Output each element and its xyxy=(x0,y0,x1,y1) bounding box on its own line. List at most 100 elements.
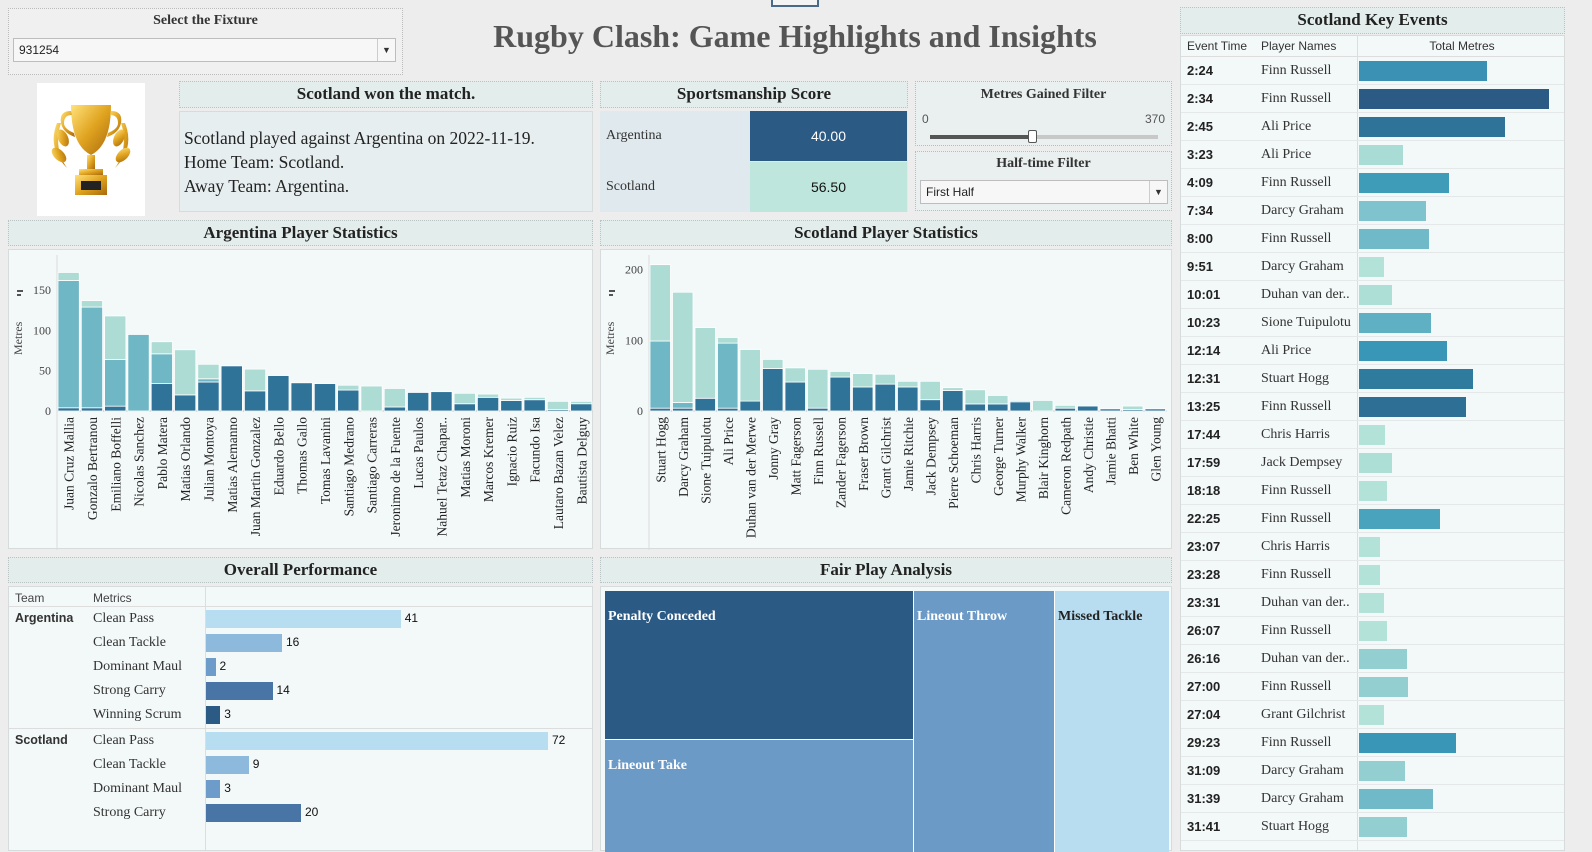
chart-bar-segment[interactable] xyxy=(1054,407,1076,412)
chart-bar-segment[interactable] xyxy=(523,396,546,401)
chart-bar-segment[interactable] xyxy=(243,368,267,392)
event-row[interactable]: 31:09 Darcy Graham xyxy=(1181,757,1564,785)
chart-bar-segment[interactable] xyxy=(313,383,336,412)
chart-bar-segment[interactable] xyxy=(672,402,694,409)
event-metres-bar[interactable] xyxy=(1359,453,1393,473)
chart-bar-segment[interactable] xyxy=(150,353,173,385)
event-metres-bar[interactable] xyxy=(1359,565,1381,585)
overall-bar[interactable] xyxy=(206,804,301,822)
chart-bar-segment[interactable] xyxy=(80,306,104,409)
chart-bar-segment[interactable] xyxy=(570,400,593,405)
chart-bar-segment[interactable] xyxy=(570,403,593,412)
chart-bar-segment[interactable] xyxy=(784,381,806,412)
chart-bar-segment[interactable] xyxy=(964,389,986,405)
event-metres-bar[interactable] xyxy=(1359,509,1440,529)
chart-bar-segment[interactable] xyxy=(829,371,851,378)
chart-bar-segment[interactable] xyxy=(964,403,986,412)
chart-bar-segment[interactable] xyxy=(337,384,360,391)
chart-bar-segment[interactable] xyxy=(104,405,127,412)
chart-bar-segment[interactable] xyxy=(383,406,406,412)
chart-bar-segment[interactable] xyxy=(57,280,80,409)
event-metres-bar[interactable] xyxy=(1359,593,1384,613)
chevron-down-icon[interactable]: ▼ xyxy=(1149,181,1167,203)
chart-bar-segment[interactable] xyxy=(104,315,127,360)
event-row[interactable]: 22:25 Finn Russell xyxy=(1181,505,1564,533)
chart-bar-segment[interactable] xyxy=(1032,399,1054,412)
chart-bar-segment[interactable] xyxy=(919,380,941,401)
event-metres-bar[interactable] xyxy=(1359,649,1407,669)
chart-bar-segment[interactable] xyxy=(57,272,80,281)
event-row[interactable]: 12:31 Stuart Hogg xyxy=(1181,365,1564,393)
event-row[interactable]: 31:41 Stuart Hogg xyxy=(1181,813,1564,841)
chart-bar-segment[interactable] xyxy=(197,381,220,412)
event-metres-bar[interactable] xyxy=(1359,397,1467,417)
chart-bar-segment[interactable] xyxy=(290,382,313,412)
event-row[interactable]: 17:44 Chris Harris xyxy=(1181,421,1564,449)
event-row[interactable]: 2:34 Finn Russell xyxy=(1181,85,1564,113)
event-metres-bar[interactable] xyxy=(1359,89,1549,109)
chart-bar-segment[interactable] xyxy=(500,397,523,401)
event-row[interactable]: 13:25 Finn Russell xyxy=(1181,393,1564,421)
chart-bar-segment[interactable] xyxy=(807,407,829,412)
chart-bar-segment[interactable] xyxy=(1009,399,1031,403)
chart-bar-segment[interactable] xyxy=(807,368,829,409)
chart-bar-segment[interactable] xyxy=(174,349,197,396)
chart-bar-segment[interactable] xyxy=(649,407,671,412)
fixture-dropdown[interactable]: 931254 ▼ xyxy=(13,38,396,62)
event-metres-bar[interactable] xyxy=(1359,789,1433,809)
chart-bar-segment[interactable] xyxy=(546,400,569,410)
chart-bar-segment[interactable] xyxy=(762,358,784,369)
event-row[interactable]: 12:14 Ali Price xyxy=(1181,337,1564,365)
treemap-penalty-conceded[interactable]: Penalty Conceded xyxy=(605,591,914,740)
chart-bar-segment[interactable] xyxy=(80,407,104,412)
chart-bar-segment[interactable] xyxy=(942,387,964,391)
chart-bar-segment[interactable] xyxy=(897,380,919,388)
chart-bar-segment[interactable] xyxy=(987,395,1009,405)
event-metres-bar[interactable] xyxy=(1359,537,1381,557)
event-metres-bar[interactable] xyxy=(1359,341,1447,361)
event-row[interactable]: 3:23 Ali Price xyxy=(1181,141,1564,169)
event-row[interactable]: 18:18 Finn Russell xyxy=(1181,477,1564,505)
event-row[interactable]: 10:01 Duhan van der.. xyxy=(1181,281,1564,309)
event-metres-bar[interactable] xyxy=(1359,621,1388,641)
metres-slider-handle[interactable] xyxy=(1028,130,1037,143)
chart-bar-segment[interactable] xyxy=(852,373,874,388)
chart-bar-segment[interactable] xyxy=(852,386,874,412)
chart-bar-segment[interactable] xyxy=(874,373,896,385)
chart-bar-segment[interactable] xyxy=(987,403,1009,412)
event-row[interactable]: 4:09 Finn Russell xyxy=(1181,169,1564,197)
chart-bar-segment[interactable] xyxy=(500,400,523,412)
chart-bar-segment[interactable] xyxy=(267,375,290,412)
chart-bar-segment[interactable] xyxy=(829,376,851,412)
event-metres-bar[interactable] xyxy=(1359,705,1384,725)
metres-slider-track[interactable] xyxy=(930,135,1158,139)
chart-bar-segment[interactable] xyxy=(762,368,784,412)
event-metres-bar[interactable] xyxy=(1359,229,1430,249)
chevron-down-icon[interactable]: ▼ xyxy=(377,39,395,61)
chart-bar-segment[interactable] xyxy=(174,394,197,412)
chart-bar-segment[interactable] xyxy=(717,342,739,409)
event-row[interactable]: 7:34 Darcy Graham xyxy=(1181,197,1564,225)
chart-bar-segment[interactable] xyxy=(672,407,694,412)
event-metres-bar[interactable] xyxy=(1359,173,1449,193)
chart-bar-segment[interactable] xyxy=(197,378,220,383)
chart-bar-segment[interactable] xyxy=(104,359,127,407)
chart-bar-segment[interactable] xyxy=(476,393,500,398)
event-metres-bar[interactable] xyxy=(1359,677,1409,697)
event-row[interactable]: 2:24 Finn Russell xyxy=(1181,57,1564,85)
chart-bar-segment[interactable] xyxy=(80,300,104,308)
chart-bar-segment[interactable] xyxy=(874,383,896,412)
chart-bar-segment[interactable] xyxy=(430,391,453,412)
chart-bar-segment[interactable] xyxy=(1009,401,1031,412)
event-metres-bar[interactable] xyxy=(1359,369,1474,389)
chart-bar-segment[interactable] xyxy=(127,334,150,412)
chart-bar-segment[interactable] xyxy=(1099,408,1121,412)
chart-bar-segment[interactable] xyxy=(220,365,243,412)
event-metres-bar[interactable] xyxy=(1359,285,1393,305)
chart-bar-segment[interactable] xyxy=(1122,405,1144,410)
overall-bar[interactable] xyxy=(206,610,401,628)
chart-bar-segment[interactable] xyxy=(694,397,716,412)
chart-bar-segment[interactable] xyxy=(407,392,430,412)
event-row[interactable]: 31:39 Darcy Graham xyxy=(1181,785,1564,813)
overall-bar[interactable] xyxy=(206,682,273,700)
